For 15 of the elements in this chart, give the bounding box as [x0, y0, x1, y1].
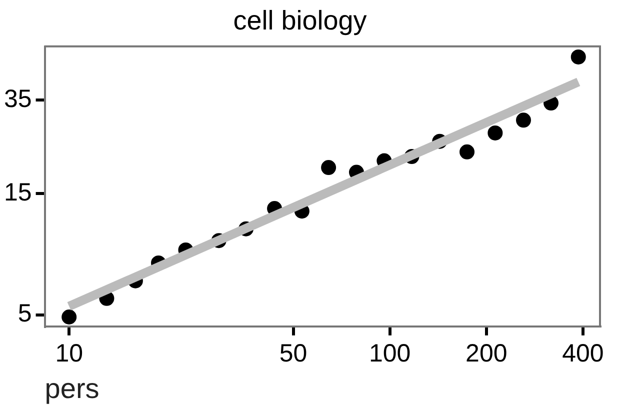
x-tick-label: 400	[562, 339, 604, 368]
x-axis-title: pers	[44, 372, 100, 404]
x-tick-label: 200	[466, 339, 508, 368]
y-tick-label: 5	[18, 300, 32, 328]
point	[460, 144, 475, 160]
point	[488, 125, 503, 140]
point	[516, 112, 531, 128]
chart-title: cell biology	[233, 6, 368, 36]
x-tick-label: 100	[369, 339, 411, 368]
x-tick-label: 50	[279, 339, 308, 368]
y-tick-label: 35	[4, 85, 32, 114]
point	[321, 160, 336, 176]
point	[570, 49, 586, 64]
x-tick-label: 10	[55, 339, 83, 368]
y-tick-label: 15	[4, 178, 32, 207]
